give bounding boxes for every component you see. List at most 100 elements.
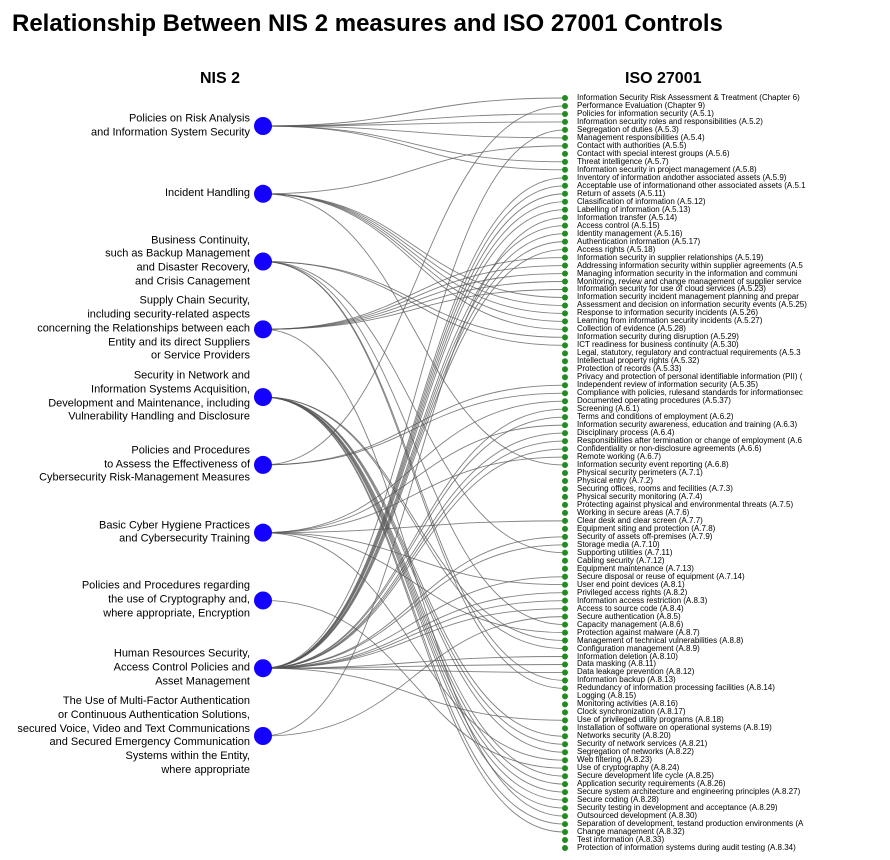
edge [263,146,565,194]
iso-node [562,167,568,173]
iso-node [562,223,568,229]
iso-node [562,231,568,237]
iso-node [562,151,568,157]
edge [263,194,565,668]
iso-label: Redundancy of information processing fac… [577,684,890,692]
iso-label: Information Security Risk Assessment & T… [577,94,890,102]
edge [263,397,565,792]
edge [263,282,565,330]
iso-label: Inventory of information andother associ… [577,174,890,182]
iso-node [562,454,568,460]
iso-node [562,494,568,500]
iso-node [562,318,568,324]
edge [263,202,565,668]
edge [263,242,565,669]
iso-label: Protecting against physical and environm… [577,501,890,509]
iso-label: Secure disposal or reuse of equipment (A… [577,573,890,581]
iso-node [562,406,568,412]
iso-label: Protection of information systems during… [577,844,890,852]
edge [263,600,565,768]
nis2-node [254,320,272,338]
iso-label: Segregation of networks (A.8.22) [577,748,890,756]
page-title: Relationship Between NIS 2 measures and … [0,0,890,38]
iso-label: Equipment maintenance (A.7.13) [577,565,890,573]
nis2-label: The Use of Multi-Factor Authenticationor… [10,695,250,778]
iso-label: Use of privileged utility programs (A.8.… [577,716,890,724]
edge [263,397,565,736]
iso-node [562,502,568,508]
edge [263,449,565,668]
iso-node [562,207,568,213]
iso-node [562,286,568,292]
iso-node [562,127,568,133]
nis2-node [254,456,272,474]
edge [263,533,565,761]
iso-node [562,430,568,436]
edge [263,234,565,669]
iso-label: Secure coding (A.8.28) [577,796,890,804]
iso-label: Information deletion (A.8.10) [577,653,890,661]
edge [263,537,565,668]
edge [263,266,565,330]
iso-node [562,638,568,644]
iso-label: Labelling of information (A.5.13) [577,206,890,214]
iso-label: Secure system architecture and engineeri… [577,788,890,796]
iso-label: Information transfer (A.5.14) [577,214,890,222]
edge [263,126,565,170]
iso-node [562,271,568,277]
edge [263,194,565,465]
iso-node [562,558,568,564]
edge [263,425,565,533]
iso-node [562,574,568,580]
edge [263,186,565,668]
nis2-node [254,253,272,271]
iso-label: Access control (A.5.15) [577,222,890,230]
edge [263,226,565,669]
iso-label: Contact with special interest groups (A.… [577,150,890,158]
nis2-label: Policies on Risk Analysisand Information… [10,112,250,140]
iso-node [562,781,568,787]
nis2-node [254,727,272,745]
iso-label: Application security requirements (A.8.2… [577,780,890,788]
iso-node [562,302,568,308]
iso-label: Identity management (A.5.16) [577,230,890,238]
iso-node [562,717,568,723]
nis2-label: Policies and Proceduresto Assess the Eff… [10,444,250,485]
edge [263,668,565,672]
edge [263,194,565,330]
iso-label: Compliance with policies, rulesand stand… [577,389,890,397]
edge [263,397,565,776]
edge [263,194,565,298]
iso-node [562,709,568,715]
iso-node [562,829,568,835]
iso-label: Security of assets off-premises (A.7.9) [577,533,890,541]
edge [263,533,565,585]
iso-node [562,438,568,444]
edge [263,401,565,532]
iso-node [562,478,568,484]
iso-label: Information security during disruption (… [577,333,890,341]
edge [263,210,565,669]
iso-node [562,805,568,811]
iso-label: Clear desk and clear screen (A.7.7) [577,517,890,525]
left-column-header: NIS 2 [200,70,240,88]
iso-label: Information security awareness, educatio… [577,421,890,429]
nis2-label: Policies and Procedures regardingthe use… [10,580,250,621]
iso-label: Storage media (A.7.10) [577,541,890,549]
iso-label: Independent review of information securi… [577,381,890,389]
iso-label: Disciplinary process (A.6.4) [577,429,890,437]
edge [263,329,565,816]
iso-label: Managing information security in the inf… [577,270,890,278]
edge [263,397,565,808]
edge [263,262,565,625]
iso-label: Segregation of duties (A.5.3) [577,126,890,134]
iso-label: Performance Evaluation (Chapter 9) [577,102,890,110]
edge [263,397,565,784]
edge [263,397,565,832]
iso-label: Contact with authorities (A.5.5) [577,142,890,150]
iso-node [562,374,568,380]
iso-node [562,598,568,604]
iso-label: Working in secure areas (A.7.6) [577,509,890,517]
iso-node [562,813,568,819]
iso-label: Return of assets (A.5.11) [577,190,890,198]
